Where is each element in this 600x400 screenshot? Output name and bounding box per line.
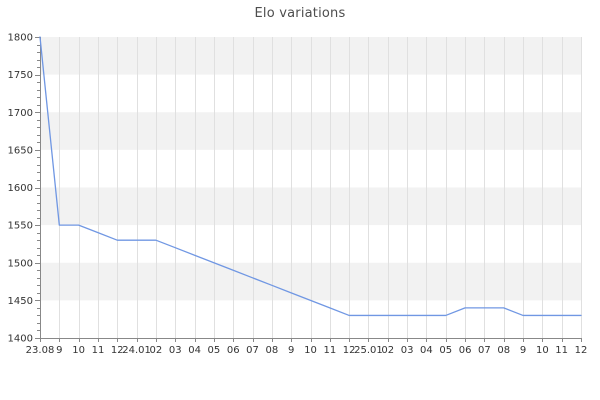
x-axis-tick-label: 04 bbox=[420, 345, 433, 356]
x-axis-tick-label: 10 bbox=[536, 345, 549, 356]
x-axis-tick-label: 9 bbox=[288, 345, 294, 356]
y-axis-tick-label: 1550 bbox=[8, 221, 33, 232]
x-axis-tick-label: 08 bbox=[265, 345, 278, 356]
x-axis-tick-label: 02 bbox=[381, 345, 394, 356]
y-axis: 1400 1450 1500 1550 1600 1650 1700 1750 1800 bbox=[8, 33, 41, 345]
x-axis-tick-label: 04 bbox=[188, 345, 201, 356]
x-axis-tick-label: 10 bbox=[304, 345, 317, 356]
y-axis-tick-label: 1650 bbox=[8, 145, 33, 156]
x-axis-tick-label: 11 bbox=[555, 345, 568, 356]
x-axis-tick-label: 03 bbox=[169, 345, 182, 356]
x-axis-tick-label: 06 bbox=[459, 345, 472, 356]
chart-title: Elo variations bbox=[254, 6, 346, 21]
x-axis-tick-label: 05 bbox=[439, 345, 452, 356]
x-axis-tick-label: 12 bbox=[343, 345, 356, 356]
x-axis-tick-label: 9 bbox=[56, 345, 62, 356]
x-axis-tick-label: 07 bbox=[478, 345, 491, 356]
x-axis-tick-label: 06 bbox=[227, 345, 240, 356]
grid-lines bbox=[59, 37, 582, 338]
x-axis-tick-label: 08 bbox=[497, 345, 510, 356]
x-axis-tick-label: 02 bbox=[150, 345, 163, 356]
x-axis-tick-label: 23.08 bbox=[26, 345, 55, 356]
x-axis-tick-label: 05 bbox=[208, 345, 221, 356]
y-axis-tick-label: 1400 bbox=[8, 334, 33, 345]
x-axis-tick-label: 9 bbox=[520, 345, 526, 356]
plot-bands bbox=[40, 37, 581, 301]
x-axis-tick-label: 12 bbox=[111, 345, 124, 356]
x-axis-tick-label: 25.01 bbox=[354, 345, 383, 356]
x-axis-tick-label: 11 bbox=[92, 345, 105, 356]
x-axis-tick-label: 07 bbox=[246, 345, 259, 356]
x-axis-tick-label: 11 bbox=[323, 345, 336, 356]
y-axis-tick-label: 1700 bbox=[8, 108, 33, 119]
x-axis-tick-label: 10 bbox=[72, 345, 85, 356]
y-axis-tick-label: 1750 bbox=[8, 70, 33, 81]
x-axis-tick-label: 24.01 bbox=[122, 345, 151, 356]
series-elo-line bbox=[39, 36, 582, 317]
x-axis-tick-label: 12 bbox=[575, 345, 588, 356]
x-axis-tick-label: 03 bbox=[401, 345, 414, 356]
y-axis-tick-label: 1450 bbox=[8, 296, 33, 307]
y-axis-tick-label: 1600 bbox=[8, 183, 33, 194]
y-axis-tick-label: 1500 bbox=[8, 258, 33, 269]
y-axis-tick-label: 1800 bbox=[8, 33, 33, 44]
